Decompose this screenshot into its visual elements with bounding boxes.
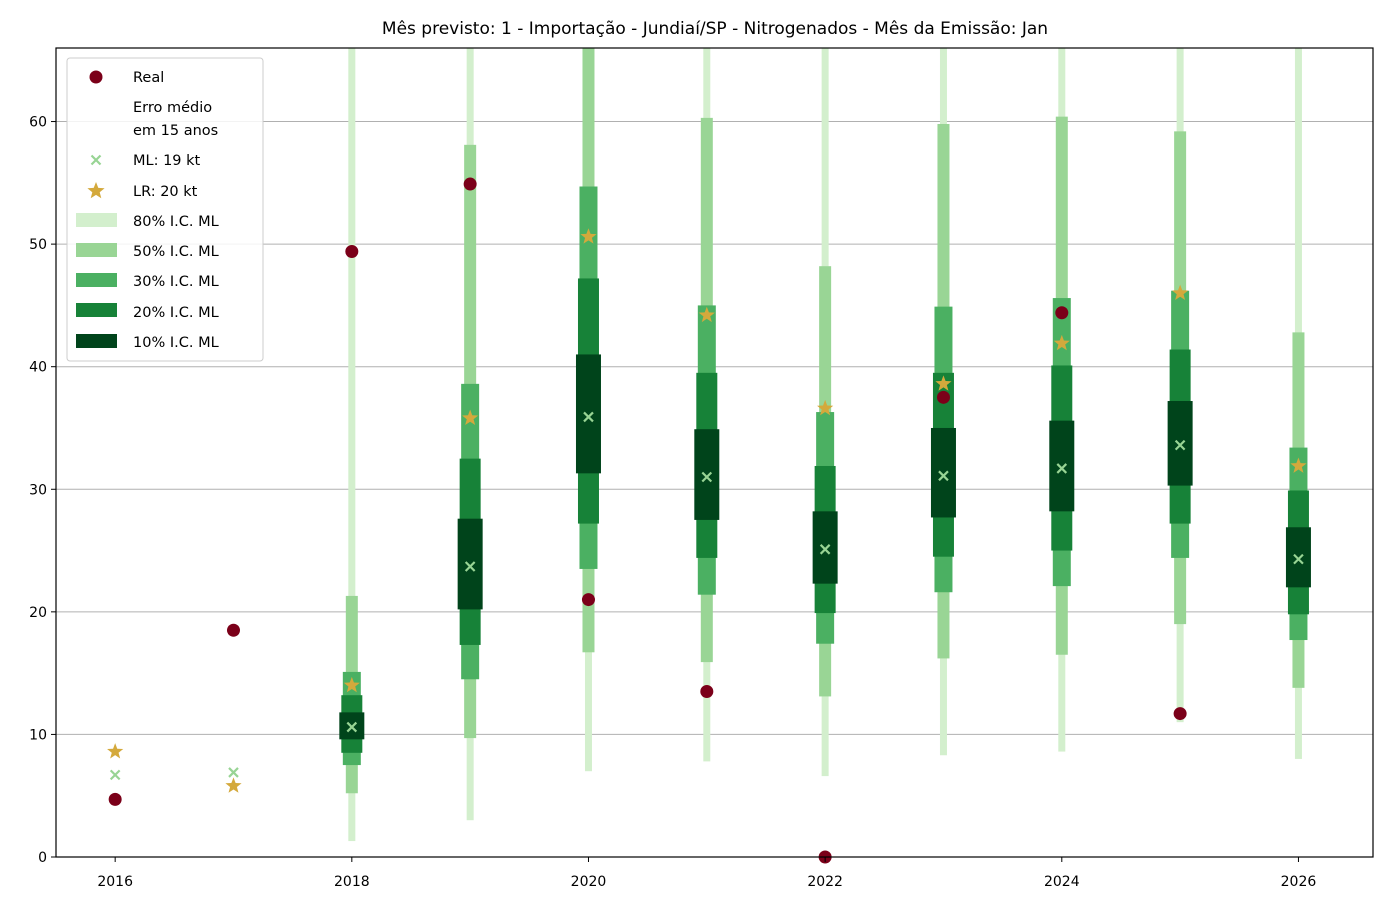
y-tick-label: 30	[29, 482, 47, 498]
ml-marker	[109, 769, 121, 781]
real-marker	[108, 792, 122, 806]
real-marker	[226, 623, 240, 637]
legend: Real Erro médio em 15 anos ML: 19 kt LR:…	[66, 57, 264, 362]
confidence-intervals	[339, 48, 1311, 842]
legend-lr-label: LR: 20 kt	[133, 184, 198, 200]
legend-ci30-label: 30% I.C. ML	[133, 274, 219, 290]
ci10-bar	[694, 429, 720, 520]
ml-marker	[938, 470, 949, 482]
axes: 0 10 20 30 40 50 60 2016 2018 2020 2022 2024 2026	[29, 115, 1316, 890]
x-tick-label: 2018	[334, 874, 370, 890]
x-tick-label: 2024	[1044, 874, 1080, 890]
real-marker	[463, 177, 477, 191]
ci80-bar	[348, 48, 356, 842]
lr-marker	[1290, 457, 1307, 473]
y-tick-label: 0	[38, 850, 47, 866]
x-tick-label: 2020	[571, 874, 607, 890]
real-marker	[936, 390, 950, 404]
real-marker	[1173, 707, 1187, 721]
lr-marker	[107, 743, 124, 759]
legend-real-label: Real	[133, 70, 164, 86]
legend-ci80-label: 80% I.C. ML	[133, 214, 219, 230]
real-marker	[345, 244, 359, 258]
ml-marker	[346, 721, 358, 733]
ml-marker	[1293, 553, 1304, 565]
lr-marker	[580, 228, 597, 244]
y-tick-label: 20	[29, 605, 47, 621]
legend-ci30-swatch	[76, 273, 117, 287]
lr-marker	[935, 375, 952, 391]
y-tick-label: 10	[29, 727, 47, 743]
x-tick-label: 2016	[97, 874, 133, 890]
lr-marker	[1053, 334, 1070, 351]
y-tick-label: 40	[29, 360, 47, 376]
lr-marker	[462, 409, 479, 426]
ml-marker	[583, 411, 594, 423]
legend-ci10-label: 10% I.C. ML	[133, 335, 219, 351]
data-points	[107, 177, 1307, 864]
ml-marker	[701, 471, 713, 483]
legend-ci10-swatch	[76, 334, 117, 348]
y-tick-label: 60	[29, 115, 47, 131]
chart-title: Mês previsto: 1 - Importação - Jundiaí/S…	[382, 19, 1048, 39]
ci10-bar	[575, 354, 601, 474]
lr-marker	[343, 676, 360, 693]
ml-marker	[464, 561, 476, 572]
legend-erro-label-2: em 15 anos	[133, 123, 218, 139]
ci10-bar	[1167, 401, 1193, 486]
legend-erro-label-1: Erro médio	[133, 100, 212, 116]
y-tick-label: 50	[29, 237, 47, 253]
legend-ci80-swatch	[76, 213, 117, 227]
legend-lr-marker	[87, 182, 105, 199]
ci10-bar	[930, 427, 956, 518]
plot-frame	[55, 47, 1374, 858]
ml-marker	[1056, 463, 1068, 474]
legend-ci50-swatch	[76, 243, 117, 257]
lr-marker	[698, 306, 715, 323]
lr-marker	[817, 399, 834, 416]
legend-ci20-swatch	[76, 303, 117, 317]
x-tick-label: 2026	[1281, 874, 1317, 890]
ci10-bar	[812, 511, 838, 584]
real-marker	[581, 593, 595, 607]
ml-marker	[1174, 439, 1186, 451]
legend-real-marker	[89, 70, 103, 84]
ml-marker	[819, 544, 831, 555]
ci10-bar	[1049, 420, 1075, 512]
lr-marker	[1172, 284, 1189, 301]
ci10-bar	[1285, 527, 1311, 588]
legend-ci20-label: 20% I.C. ML	[133, 305, 219, 321]
ml-marker	[228, 767, 239, 778]
legend-ml-label: ML: 19 kt	[133, 153, 201, 169]
real-marker	[700, 685, 714, 699]
legend-ci50-label: 50% I.C. ML	[133, 244, 219, 260]
ci10-bar	[457, 518, 483, 610]
lr-marker	[225, 777, 242, 793]
legend-ml-marker	[90, 154, 102, 166]
real-marker	[1055, 306, 1069, 320]
x-tick-label: 2022	[807, 874, 843, 890]
